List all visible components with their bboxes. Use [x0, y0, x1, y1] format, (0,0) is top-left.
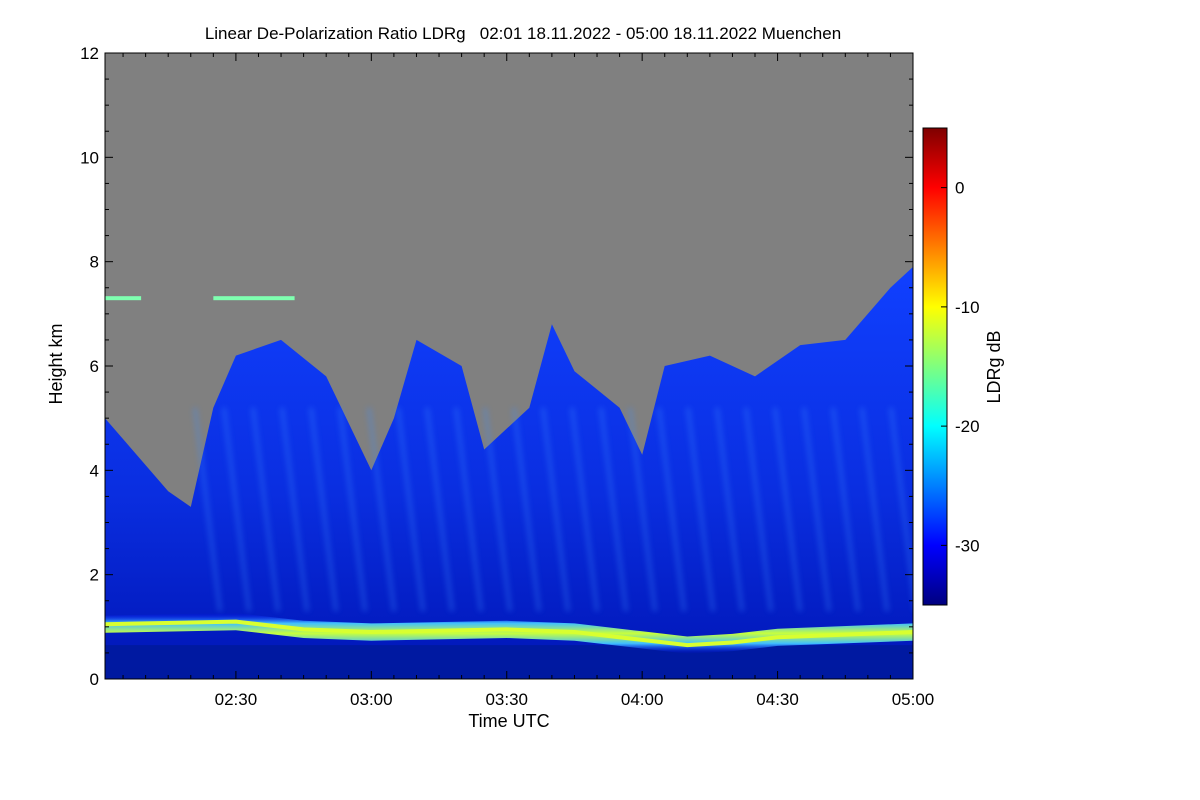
- fall-streak: [599, 407, 628, 612]
- fall-streak: [541, 407, 570, 612]
- fall-streak: [425, 407, 454, 612]
- x-tick-label: 02:30: [215, 690, 258, 709]
- colorbar-tick-label: -10: [955, 298, 980, 317]
- fall-streak: [570, 407, 599, 612]
- fall-streak: [251, 407, 280, 612]
- fall-streak: [396, 407, 425, 612]
- fall-streak: [744, 407, 773, 612]
- fall-streak: [454, 407, 483, 612]
- colorbar-scale: [922, 127, 948, 606]
- y-tick-label: 6: [90, 357, 99, 376]
- x-tick-label: 04:00: [621, 690, 664, 709]
- fall-streak: [889, 407, 913, 604]
- y-axis-label: Height km: [46, 323, 66, 404]
- y-tick-label: 2: [90, 566, 99, 585]
- fall-streak: [628, 407, 657, 612]
- fall-streak: [309, 407, 338, 612]
- fall-streak: [715, 407, 744, 612]
- fall-streak: [860, 407, 889, 612]
- colorbar-tick-label: -30: [955, 536, 980, 555]
- y-tick-label: 12: [80, 44, 99, 63]
- fall-streak: [802, 407, 831, 612]
- colorbar: -30 -20 -10 0: [922, 127, 980, 606]
- elevated-layer: [105, 296, 142, 301]
- elevated-layer: [213, 296, 295, 301]
- surface-layer: [105, 645, 913, 679]
- colorbar-tick-label: 0: [955, 179, 964, 198]
- chart-title: Linear De-Polarization Ratio LDRg 02:01 …: [205, 24, 841, 43]
- x-tick-label: 03:30: [485, 690, 528, 709]
- signal-region: [105, 266, 913, 679]
- fall-streak: [512, 407, 541, 612]
- x-tick-label: 05:00: [892, 690, 935, 709]
- fall-streak: [686, 407, 715, 612]
- fall-streak: [222, 407, 251, 612]
- y-tick-label: 4: [90, 461, 99, 480]
- colorbar-label: LDRg dB: [984, 330, 1004, 403]
- fall-streak: [367, 407, 396, 612]
- fall-streak: [280, 407, 309, 612]
- plot-area: [105, 53, 913, 679]
- y-tick-label: 8: [90, 253, 99, 272]
- fall-streak: [831, 407, 860, 612]
- fall-streak: [483, 407, 512, 612]
- boundary-layer-line: [105, 619, 913, 648]
- colorbar-tick-label: -20: [955, 417, 980, 436]
- fall-streak: [773, 407, 802, 612]
- y-tick-label: 10: [80, 148, 99, 167]
- fall-streaks: [193, 407, 913, 612]
- fall-streak: [193, 407, 222, 612]
- axes: 0 2 4 6 8 10 12 02:30 03:00 03:30 04:00 04:30 05:00: [80, 44, 934, 709]
- fall-streak: [338, 407, 367, 612]
- x-tick-label: 04:30: [756, 690, 799, 709]
- y-tick-label: 0: [90, 670, 99, 689]
- x-axis-label: Time UTC: [468, 711, 549, 731]
- x-tick-label: 03:00: [350, 690, 393, 709]
- fall-streak: [657, 407, 686, 612]
